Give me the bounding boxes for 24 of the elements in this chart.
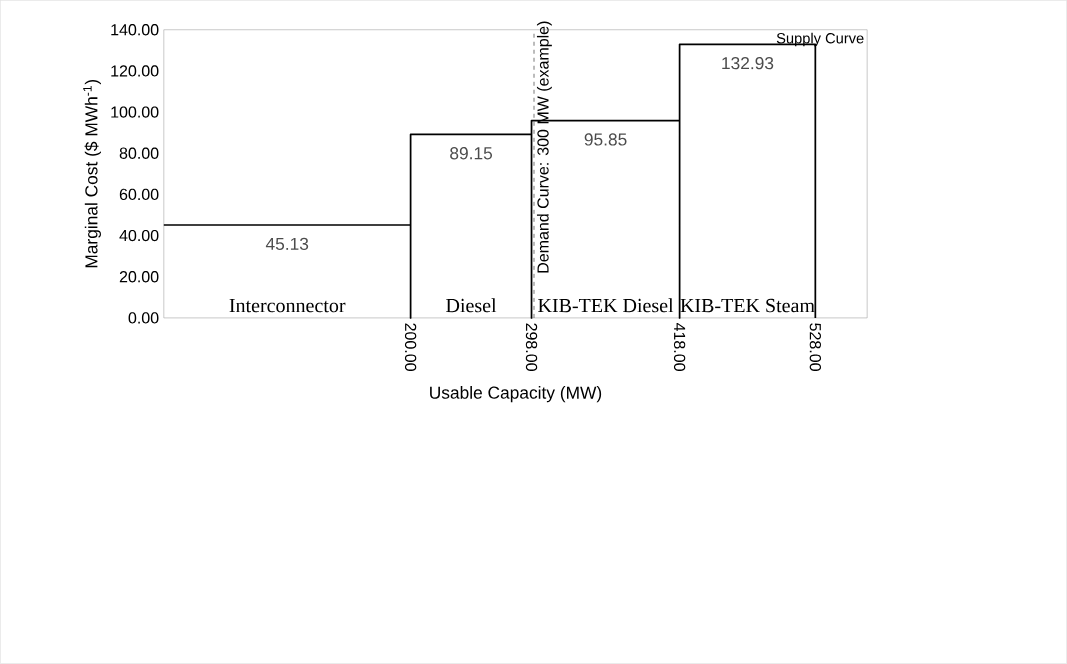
annotation: KIB-TEK Diesel [538,298,674,313]
y-tick-label: 20.00 [119,271,159,283]
y-tick-label: 0.00 [128,312,159,324]
y-tick-label: 100.00 [111,106,159,118]
x-tick-label: 298.00 [525,323,538,372]
x-tick-label: 528.00 [809,323,821,372]
y-tick-label: 140.00 [111,24,159,36]
annotation: Interconnector [229,299,346,313]
data-label: 132.93 [722,57,774,70]
data-label: 45.13 [265,237,309,251]
x-axis-title: Usable Capacity (MW) [430,386,602,403]
annotation: Supply Curve [776,32,864,47]
x-tick-label: 418.00 [673,323,686,372]
ref-line-label: Demand Curve: 300 MW (example) [536,21,552,273]
y-tick-label: 120.00 [111,65,159,77]
y-axis-title: Marginal Cost ($ MWh$^{-1}$) [83,80,101,268]
annotation: KIB-TEK Steam [680,298,815,313]
y-tick-label: 60.00 [119,188,159,201]
x-tick-label: 200.00 [404,323,417,372]
annotation: Diesel [446,298,497,313]
y-tick-label: 80.00 [119,147,159,159]
y-tick-label: 40.00 [119,230,159,242]
data-label: 89.15 [450,147,493,160]
data-label: 95.85 [584,133,627,146]
